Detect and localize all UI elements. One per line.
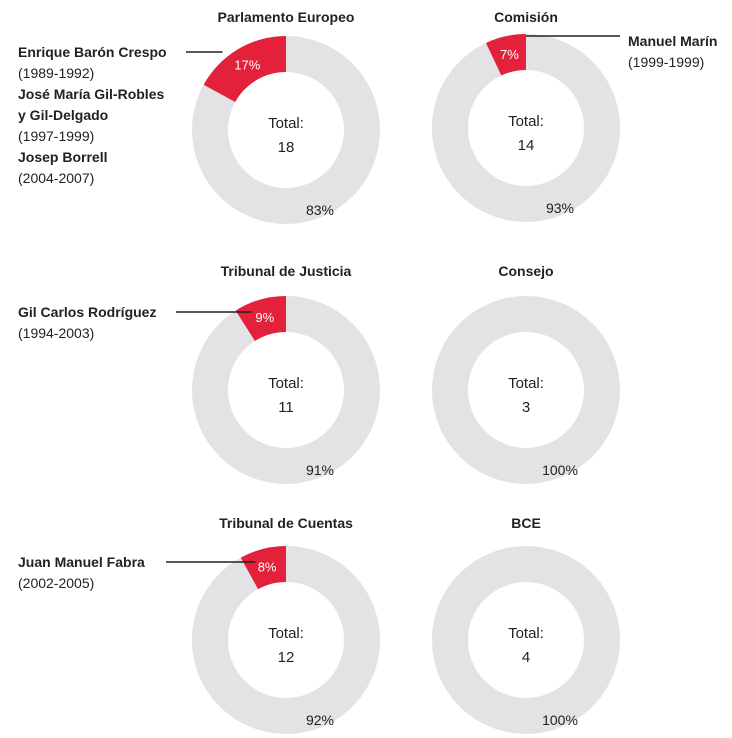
donut-chart-6: BCE 100% Total: 4	[432, 515, 620, 734]
person-years: (2004-2007)	[18, 170, 94, 186]
person-name: Manuel Marín	[628, 33, 717, 49]
person-years: (2002-2005)	[18, 575, 94, 591]
donut-slice-highlight	[485, 34, 526, 76]
person-name: José María Gil-Robles	[18, 86, 164, 102]
person-years: (1997-1999)	[18, 128, 94, 144]
total-value: 12	[278, 649, 295, 666]
donut-chart-2: Comisión 7% 93% Total: 14 Manuel Marín (1999-1…	[431, 9, 717, 223]
donut-chart-3: Tribunal de Justicia 9% 91% Total: 11 Gil Car…	[18, 263, 380, 484]
person-name: y Gil-Delgado	[18, 107, 108, 123]
person-name: Josep Borrell	[18, 149, 107, 165]
donut-slice-rest	[191, 296, 380, 484]
donut-slice-rest	[191, 36, 380, 224]
donut-chart-5: Tribunal de Cuentas 8% 92% Total: 12 Juan Man…	[18, 515, 381, 735]
donut-slice-highlight	[240, 546, 286, 590]
slice-label-highlight: 7%	[500, 47, 519, 62]
person-years: (1994-2003)	[18, 325, 94, 341]
slice-label-rest: 92%	[306, 712, 334, 728]
donut-chart-4: Consejo 100% Total: 3	[432, 263, 620, 484]
total-label: Total:	[268, 375, 304, 392]
donut-slice-highlight	[235, 296, 286, 342]
slice-label-rest: 83%	[306, 202, 334, 218]
slice-label-rest: 100%	[542, 712, 578, 728]
person-name: Juan Manuel Fabra	[18, 554, 145, 570]
total-label: Total:	[508, 625, 544, 642]
slice-label-highlight: 17%	[234, 58, 260, 73]
chart-title: Comisión	[494, 9, 558, 25]
slice-label-rest: 93%	[546, 200, 574, 216]
slice-label-rest: 100%	[542, 462, 578, 478]
chart-title: Consejo	[498, 263, 553, 279]
person-name: Gil Carlos Rodríguez	[18, 304, 156, 320]
slice-label-highlight: 9%	[255, 310, 274, 325]
chart-title: Tribunal de Justicia	[221, 263, 352, 279]
total-label: Total:	[508, 375, 544, 392]
slice-label-highlight: 8%	[258, 559, 277, 574]
slice-label-rest: 91%	[306, 462, 334, 478]
chart-title: Parlamento Europeo	[218, 9, 355, 25]
chart-title: Tribunal de Cuentas	[219, 515, 353, 531]
donut-chart-1: Parlamento Europeo 17% 83% Total: 18 Enrique …	[18, 9, 380, 224]
donut-slice-rest	[192, 546, 381, 735]
total-value: 18	[278, 139, 295, 156]
donut-slice-rest	[432, 296, 620, 484]
total-label: Total:	[508, 113, 544, 130]
person-name: Enrique Barón Crespo	[18, 44, 167, 60]
person-years: (1999-1999)	[628, 54, 704, 70]
total-label: Total:	[268, 625, 304, 642]
donut-slice-rest	[432, 546, 620, 734]
total-value: 3	[522, 399, 530, 416]
total-label: Total:	[268, 115, 304, 132]
total-value: 11	[278, 399, 294, 416]
donut-slice-rest	[431, 34, 620, 223]
total-value: 4	[522, 649, 530, 666]
person-years: (1989-1992)	[18, 65, 94, 81]
total-value: 14	[518, 137, 535, 154]
donut-slice-highlight	[203, 36, 286, 103]
chart-title: BCE	[511, 515, 541, 531]
